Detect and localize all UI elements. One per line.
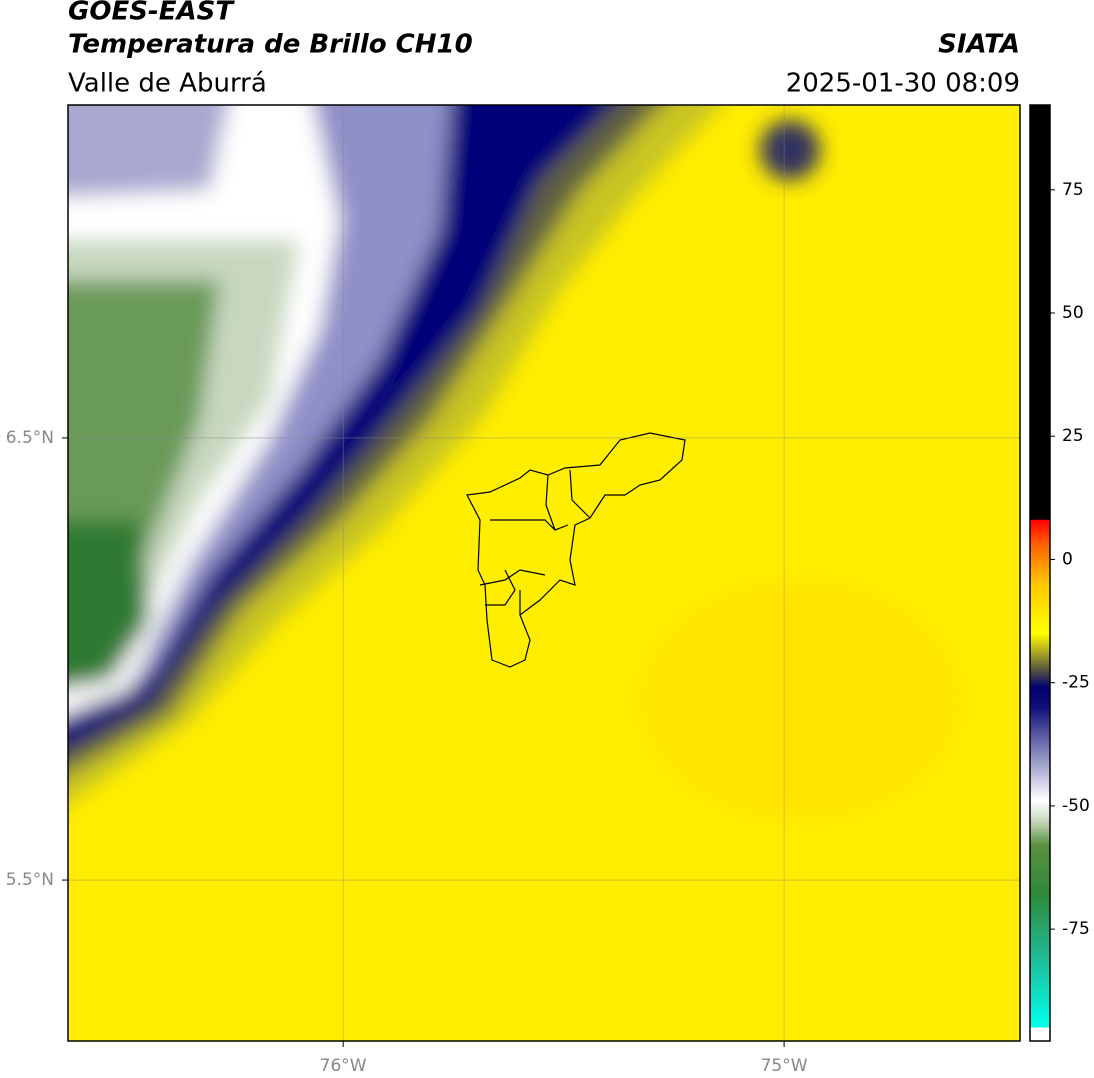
colorbar-tick-label: 0 — [1062, 549, 1073, 569]
colorbar-tick-label: -50 — [1062, 796, 1090, 816]
region: Valle de Aburrá — [68, 69, 267, 99]
colorbar-tick-label: 25 — [1062, 426, 1084, 446]
y-tick-label: 6.5°N — [6, 428, 54, 448]
colorbar — [1029, 104, 1051, 1042]
satellite-image — [68, 105, 1020, 1041]
map-frame — [67, 104, 1021, 1042]
colorbar-tick-label: 75 — [1062, 180, 1084, 200]
datetime: 2025-01-30 08:09 — [786, 69, 1020, 99]
source: SIATA — [938, 30, 1020, 60]
colorbar-tick-label: -75 — [1062, 919, 1090, 939]
x-tick-label: 75°W — [761, 1056, 808, 1076]
municipal-boundaries — [466, 432, 686, 668]
x-tick-label: 76°W — [320, 1056, 367, 1076]
y-tick-label: 5.5°N — [6, 870, 54, 890]
title: GOES-EAST — [68, 0, 235, 27]
subtitle: Temperatura de Brillo CH10 — [68, 30, 473, 60]
colorbar-tick-label: 50 — [1062, 303, 1084, 323]
colorbar-tick-label: -25 — [1062, 673, 1090, 693]
